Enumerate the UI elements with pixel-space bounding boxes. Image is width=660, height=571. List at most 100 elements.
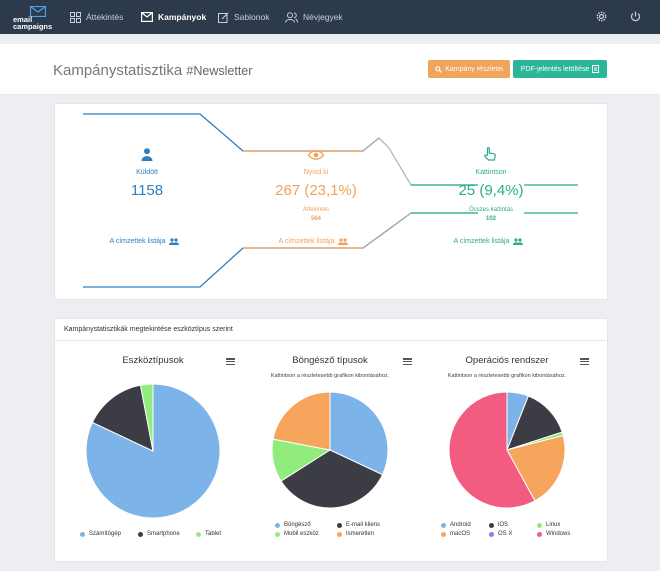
legend-label: Smartphone <box>147 531 180 537</box>
legend-color-dot <box>441 522 446 528</box>
legend-label: Mobil eszköz <box>284 531 319 537</box>
opened-value: 267 (23,1%) <box>275 182 357 199</box>
edit-icon <box>218 12 229 23</box>
pdf-download-label: PDF-jelentés letöltése <box>520 65 590 73</box>
user-icon <box>141 148 153 161</box>
legend-color-dot <box>138 531 143 537</box>
legend-label: Windows <box>546 531 571 537</box>
legend-label: Ismeretlen <box>346 531 375 537</box>
pie-chart-devices[interactable] <box>80 378 226 524</box>
top-navbar: email campaigns Áttekintés Kampányok Sab… <box>0 0 660 34</box>
legend-item[interactable]: Linux <box>537 522 560 528</box>
pie-slice-macos[interactable] <box>506 434 566 502</box>
legend-label: Böngésző <box>284 522 311 528</box>
legend-item[interactable]: Ismeretlen <box>337 531 374 537</box>
legend-item[interactable]: Mobil eszköz <box>275 531 319 537</box>
pdf-file-icon <box>592 65 600 73</box>
pie-slice-smartphone[interactable] <box>91 384 154 452</box>
opened-recipients-link[interactable]: A címzettek listája <box>243 238 383 245</box>
sent-value: 1158 <box>130 182 164 199</box>
chart-subtitle-browsers: Kattintson a részletesebb grafikon kibon… <box>270 373 390 379</box>
campaign-details-button[interactable]: Kampány részletei <box>428 60 510 78</box>
search-icon <box>435 65 443 73</box>
group-icon <box>337 238 348 245</box>
legend-label: Tablet <box>205 531 222 537</box>
sent-recipients-link-text: A címzettek listája <box>109 238 166 245</box>
legend-item[interactable]: Tablet <box>196 531 221 537</box>
nav-label: Áttekintés <box>86 12 124 22</box>
pointer-hand-icon <box>484 147 496 161</box>
legend-label: OS X <box>498 531 513 537</box>
nav-item-templates[interactable]: Sablonok <box>218 0 269 34</box>
pie-chart-os[interactable] <box>447 390 567 510</box>
legend-color-dot <box>489 531 494 537</box>
legend-item[interactable]: OS X <box>489 531 512 537</box>
clicked-total-label: Összes kattintás <box>468 207 513 213</box>
page-title-text: Kampánystatisztika <box>53 62 183 79</box>
legend-color-dot <box>196 531 201 537</box>
chart-title-browsers: Böngésző típusok <box>292 355 368 366</box>
pdf-download-button[interactable]: PDF-jelentés letöltése <box>513 60 607 78</box>
sent-recipients-link[interactable]: A címzettek listája <box>74 238 214 245</box>
sent-label: Küldött <box>136 169 158 176</box>
chart-menu-icon[interactable] <box>226 358 235 366</box>
group-icon <box>168 238 179 245</box>
power-icon[interactable] <box>630 11 641 22</box>
envelope-icon <box>141 12 153 22</box>
funnel-lines <box>83 113 578 288</box>
clicked-recipients-link-text: A címzettek listája <box>453 238 510 245</box>
campaign-hashtag: #Newsletter <box>186 64 253 78</box>
nav-label: Névjegyek <box>303 12 343 22</box>
divider <box>54 340 606 341</box>
legend-color-dot <box>537 522 542 528</box>
legend-item[interactable]: Számítógép <box>80 531 121 537</box>
legend-item[interactable]: iOS <box>489 522 508 528</box>
pie-slice-tablet[interactable] <box>139 383 154 452</box>
chart-menu-icon[interactable] <box>403 358 412 366</box>
nav-item-campaigns[interactable]: Kampányok <box>141 0 206 34</box>
legend-color-dot <box>337 522 342 528</box>
pie-chart-browsers[interactable] <box>270 390 390 510</box>
nav-item-overview[interactable]: Áttekintés <box>70 0 123 34</box>
nav-label: Kampányok <box>158 12 207 22</box>
nav-label: Sablonok <box>234 12 270 22</box>
legend-item[interactable]: macOS <box>441 531 470 537</box>
legend-label: E-mail kliens <box>346 522 381 528</box>
legend-label: macOS <box>450 531 471 537</box>
pie-slice-b-ng-sz-[interactable] <box>329 391 389 476</box>
clicked-value: 25 (9,4%) <box>458 182 524 199</box>
legend-label: Linux <box>546 522 561 528</box>
funnel-card <box>54 103 608 300</box>
pie-slice-windows[interactable] <box>448 391 536 509</box>
legend-label: Számítógép <box>89 531 122 537</box>
nav-item-contacts[interactable]: Névjegyek <box>285 0 343 34</box>
chart-title-devices: Eszköztípusok <box>122 355 184 366</box>
chart-title-os: Operációs rendszer <box>465 355 549 366</box>
legend-item[interactable]: Smartphone <box>138 531 180 537</box>
legend-color-dot <box>441 531 446 537</box>
clicked-total-value: 102 <box>485 216 496 222</box>
legend-item[interactable]: Böngésző <box>275 522 311 528</box>
legend-item[interactable]: Windows <box>537 531 570 537</box>
group-icon <box>512 238 523 245</box>
legend-item[interactable]: Android <box>441 522 471 528</box>
app-logo[interactable]: email campaigns <box>13 5 53 31</box>
opened-views-label: Áttekintés <box>302 207 330 213</box>
legend-color-dot <box>489 522 494 528</box>
legend-color-dot <box>80 531 85 537</box>
pie-slice-e-mail-kliens[interactable] <box>280 449 384 509</box>
opened-views-value: 564 <box>310 216 321 222</box>
chart-menu-icon[interactable] <box>580 358 589 366</box>
gear-icon[interactable] <box>596 11 607 22</box>
pie-slice-ismeretlen[interactable] <box>272 391 331 451</box>
logo-text-campaigns: campaigns <box>13 22 53 31</box>
clicked-recipients-link[interactable]: A címzettek listája <box>418 238 558 245</box>
users-icon <box>285 11 298 23</box>
chart-subtitle-os: Kattintson a részletesebb grafikon kibon… <box>447 373 567 379</box>
dashboard-icon <box>70 11 81 23</box>
campaign-details-label: Kampány részletei <box>445 65 503 73</box>
legend-label: iOS <box>498 522 509 528</box>
page-title: Kampánystatisztika #Newsletter <box>53 62 252 79</box>
device-stats-title: Kampánystatisztikák megtekintése eszközt… <box>64 326 233 333</box>
legend-item[interactable]: E-mail kliens <box>337 522 380 528</box>
